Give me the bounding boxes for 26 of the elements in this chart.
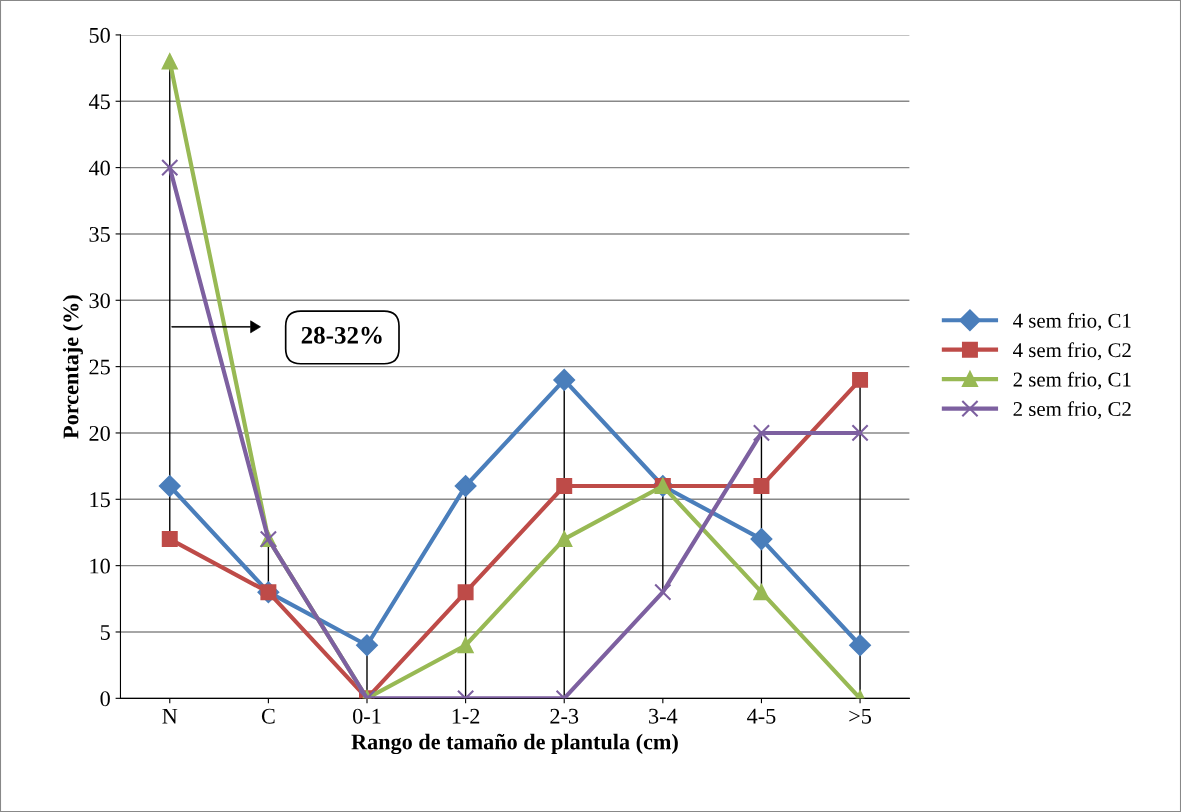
y-tick-label: 10 (90, 558, 110, 574)
x-tick-label: 3-4 (649, 708, 678, 724)
y-tick-label: 35 (89, 226, 110, 242)
annotation: 28-32% (301, 326, 382, 344)
y-axis-title: Porcentaje (%) (62, 295, 83, 439)
x-tick-label: 4-5 (747, 708, 776, 724)
x-tick-label: >5 (849, 708, 872, 724)
legend-label: 2 sem frio, C1 (1013, 371, 1131, 390)
y-tick-label: 5 (100, 625, 110, 640)
y-tick-label: 30 (89, 293, 110, 309)
x-tick-label: N (162, 708, 178, 724)
y-tick-label: 50 (89, 27, 110, 43)
x-tick-label: 2-3 (550, 708, 579, 724)
x-tick-label: 1-2 (452, 708, 480, 724)
legend-label: 4 sem frio, C1 (1013, 312, 1131, 331)
y-tick-label: 40 (88, 160, 110, 176)
x-axis-title: Rango de tamaño de plantula (cm) (351, 733, 678, 755)
y-tick-label: 15 (90, 492, 110, 508)
y-tick-label: 0 (100, 691, 110, 707)
x-tick-label: C (261, 708, 275, 724)
y-tick-label: 25 (89, 359, 110, 375)
legend-label: 2 sem frio, C2 (1013, 401, 1131, 420)
y-tick-label: 20 (89, 425, 110, 441)
legend-label: 4 sem frio, C2 (1013, 342, 1131, 361)
x-tick-label: 0-1 (353, 708, 381, 724)
y-tick-label: 45 (88, 94, 110, 110)
